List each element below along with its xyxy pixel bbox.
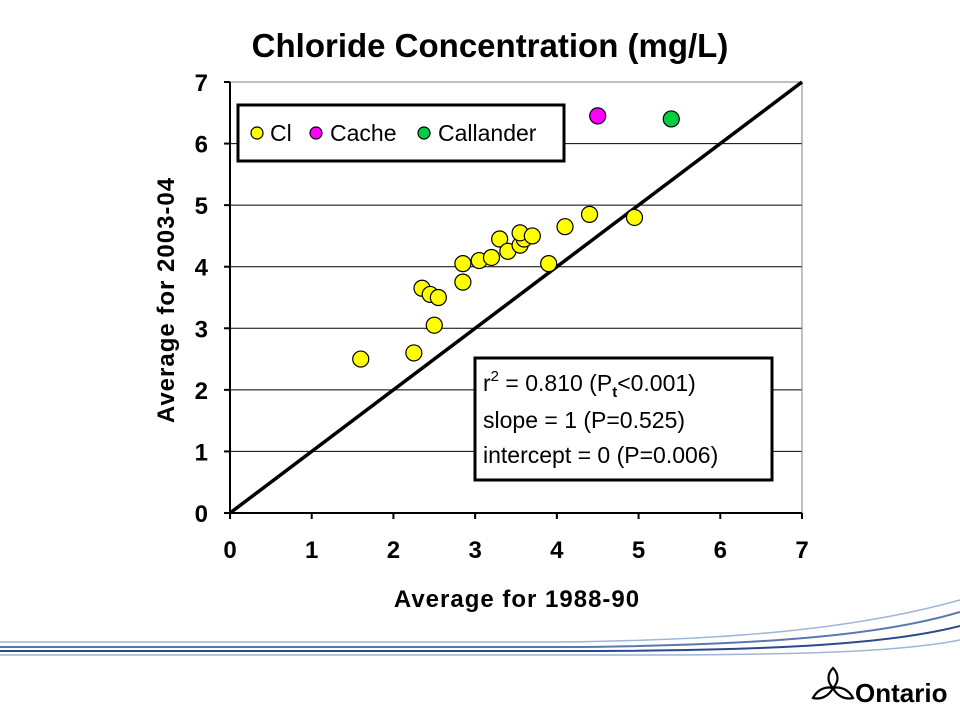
y-tick-label-3: 3 — [195, 316, 208, 343]
stats-intercept: intercept = 0 (P=0.006) — [483, 442, 718, 468]
x-tick-label-3: 3 — [468, 537, 481, 564]
y-ticks: 0 1 2 3 4 5 6 7 — [195, 70, 230, 528]
x-tick-label-0: 0 — [223, 537, 236, 564]
ontario-logo-text: Ontario — [855, 678, 947, 708]
x-axis-label: Average for 1988-90 — [394, 586, 640, 613]
point-cl-0 — [352, 350, 370, 368]
point-cl-18 — [580, 205, 599, 223]
stats-r2: r2 = 0.810 (Pt<0.001) — [483, 368, 696, 401]
point-cl-4 — [425, 316, 443, 334]
stats-box: r2 = 0.810 (Pt<0.001) slope = 1 (P=0.525… — [473, 356, 774, 482]
point-cl-16 — [540, 255, 558, 273]
x-tick-label-4: 4 — [550, 537, 564, 564]
point-cl-7 — [454, 255, 472, 273]
data-points — [352, 107, 680, 368]
y-tick-label-4: 4 — [195, 255, 209, 282]
point-callander-0 — [662, 110, 680, 128]
point-cl-5 — [429, 288, 447, 307]
reference-line — [228, 80, 804, 515]
x-ticks: 0 1 2 3 4 5 6 7 — [223, 513, 809, 564]
y-tick-label-0: 0 — [195, 501, 208, 528]
y-tick-label-7: 7 — [195, 70, 208, 97]
legend-label-cl: Cl — [270, 120, 292, 146]
trillium-icon — [811, 666, 855, 700]
x-tick-label-1: 1 — [305, 537, 318, 564]
y-tick-label-1: 1 — [195, 439, 208, 466]
point-cl-1 — [405, 344, 423, 362]
x-tick-label-2: 2 — [387, 537, 400, 564]
y-tick-label-6: 6 — [195, 132, 208, 159]
point-cl-10 — [491, 230, 509, 248]
y-tick-label-2: 2 — [195, 378, 208, 405]
y-axis-label: Average for 2003-04 — [153, 177, 180, 423]
legend-label-cache: Cache — [330, 120, 396, 146]
legend: Cl Cache Callander — [236, 103, 566, 163]
legend-label-callander: Callander — [438, 120, 537, 146]
legend-marker-cache — [309, 126, 323, 140]
footer-swoosh — [0, 599, 960, 656]
legend-marker-callander — [417, 126, 431, 140]
x-tick-label-6: 6 — [714, 537, 727, 564]
legend-marker-cl — [250, 126, 264, 140]
point-cl-15 — [523, 227, 541, 245]
point-cl-17 — [556, 218, 574, 236]
y-tick-label-5: 5 — [195, 193, 208, 220]
legend-box — [236, 103, 566, 163]
point-cl-9 — [482, 248, 501, 267]
point-cache-0 — [589, 107, 607, 125]
x-tick-label-5: 5 — [632, 537, 645, 564]
x-tick-label-7: 7 — [795, 537, 808, 564]
point-cl-19 — [625, 208, 644, 227]
point-cl-6 — [454, 273, 472, 291]
stats-box-frame — [473, 356, 774, 482]
stats-slope: slope = 1 (P=0.525) — [483, 407, 685, 433]
chart-title: Chloride Concentration (mg/L) — [252, 27, 729, 64]
ontario-logo: Ontario — [811, 666, 947, 708]
